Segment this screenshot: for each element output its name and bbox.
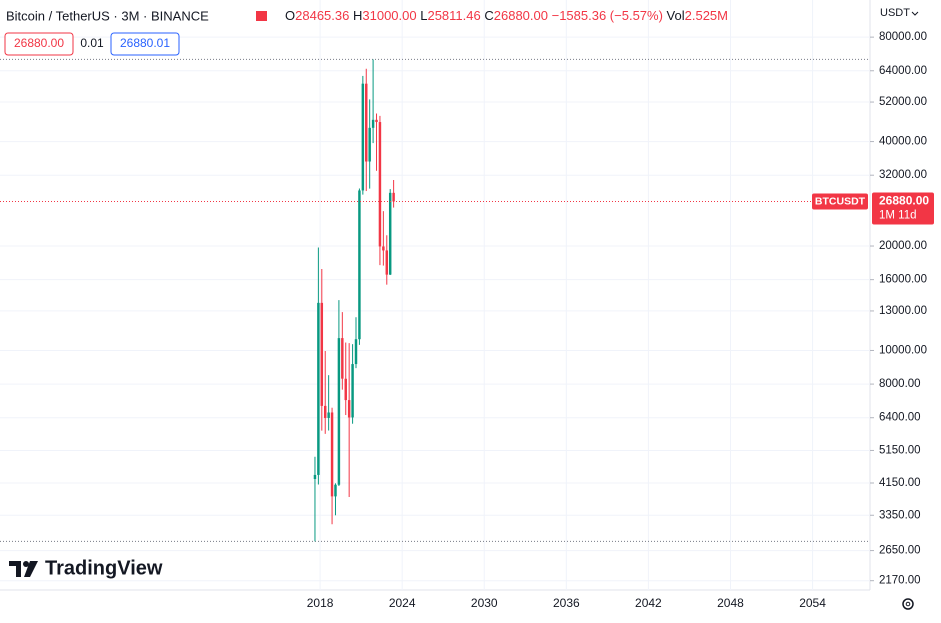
y-tick-label: 80000.00 <box>879 31 927 43</box>
y-tick-label: 64000.00 <box>879 65 927 77</box>
stat-value: 26880.00 <box>494 8 548 23</box>
candle-body <box>361 83 365 191</box>
symbol-badge <box>812 193 868 210</box>
candle-body <box>347 400 351 418</box>
candle-body <box>354 339 358 365</box>
x-tick-label: 2042 <box>635 596 662 610</box>
volume-value: 2.525M <box>685 8 728 23</box>
x-tick-label: 2030 <box>471 596 498 610</box>
x-tick-label: 2018 <box>307 596 334 610</box>
stat-key: L <box>420 8 427 23</box>
y-tick-label: 40000.00 <box>879 136 927 148</box>
y-tick-label: 3350.00 <box>879 509 921 521</box>
x-tick-label: 2024 <box>389 596 416 610</box>
price-badge <box>872 192 934 225</box>
y-tick-label: 32000.00 <box>879 169 927 181</box>
y-tick-label: 10000.00 <box>879 345 927 357</box>
y-tick-label: 52000.00 <box>879 96 927 108</box>
candle-body <box>382 246 385 251</box>
candle-body <box>313 474 317 480</box>
buy-button[interactable] <box>110 32 180 56</box>
price-label: 26880.00 <box>879 194 929 208</box>
stat-value: 25811.46 <box>427 8 480 23</box>
candle-body <box>368 127 371 162</box>
ohlc-legend: O28465.36 H31000.00 L25811.46 C26880.00 … <box>285 8 728 23</box>
y-tick-label: 6400.00 <box>879 412 921 424</box>
stat-key: O <box>285 8 295 23</box>
volume-key: Vol <box>667 8 685 23</box>
countdown-label: 1M 11d <box>879 210 917 222</box>
logo: TradingView <box>9 557 163 579</box>
gear-icon[interactable] <box>905 601 911 607</box>
stat-value: 31000.00 <box>362 8 416 23</box>
candle-body <box>351 364 354 418</box>
symbol-label: BTCUSDT <box>815 195 866 207</box>
candle-body <box>341 338 344 379</box>
stat-key: H <box>353 8 362 23</box>
currency-label[interactable]: USDT <box>880 7 910 19</box>
candle-body <box>365 83 368 162</box>
logo-mark <box>23 561 29 567</box>
candle-body <box>330 412 334 497</box>
candle-body <box>337 338 341 485</box>
settings-button[interactable] <box>902 598 914 610</box>
spread: 0.01 <box>80 36 104 50</box>
x-tick-label: 2048 <box>717 596 744 610</box>
x-tick-label: 2036 <box>553 596 580 610</box>
ask-price[interactable]: 26880.01 <box>120 36 170 50</box>
logo-mark <box>24 561 38 577</box>
candle-body <box>320 302 324 406</box>
dropdown-arrow[interactable] <box>911 11 919 16</box>
candle-body <box>375 119 378 123</box>
y-tick-label: 4150.00 <box>879 477 921 489</box>
y-tick-label: 2650.00 <box>879 545 921 557</box>
candle-body <box>378 122 382 247</box>
candle-body <box>327 412 330 418</box>
y-tick-label: 16000.00 <box>879 274 927 286</box>
y-tick-label: 8000.00 <box>879 378 921 390</box>
sell-button[interactable] <box>4 32 74 56</box>
brand: TradingView <box>45 557 163 579</box>
flag-icon[interactable] <box>256 11 267 21</box>
candle-body <box>392 192 395 202</box>
candle-body <box>385 250 389 275</box>
candle-body <box>323 405 327 418</box>
candle-body <box>344 378 347 401</box>
y-tick-label: 20000.00 <box>879 240 927 252</box>
currency-selector[interactable]: USDT <box>880 7 919 19</box>
y-tick-label: 13000.00 <box>879 305 927 317</box>
y-tick-label: 2170.00 <box>879 575 921 587</box>
candle-body <box>371 119 375 128</box>
logo-mark <box>9 561 21 577</box>
stat-value: 28465.36 <box>295 8 349 23</box>
candle-body <box>358 190 361 340</box>
candle-body <box>317 302 320 475</box>
candle-body <box>334 484 337 497</box>
x-tick-label: 2054 <box>799 596 826 610</box>
gear-icon[interactable] <box>902 598 914 610</box>
stat-key: C <box>484 8 493 23</box>
candle-body <box>388 192 392 275</box>
chart-title: Bitcoin / TetherUS · 3M · BINANCE <box>6 8 209 23</box>
y-tick-label: 5150.00 <box>879 444 921 456</box>
change: −1585.36 (−5.57%) <box>552 8 663 23</box>
bid-price[interactable]: 26880.00 <box>14 36 64 50</box>
